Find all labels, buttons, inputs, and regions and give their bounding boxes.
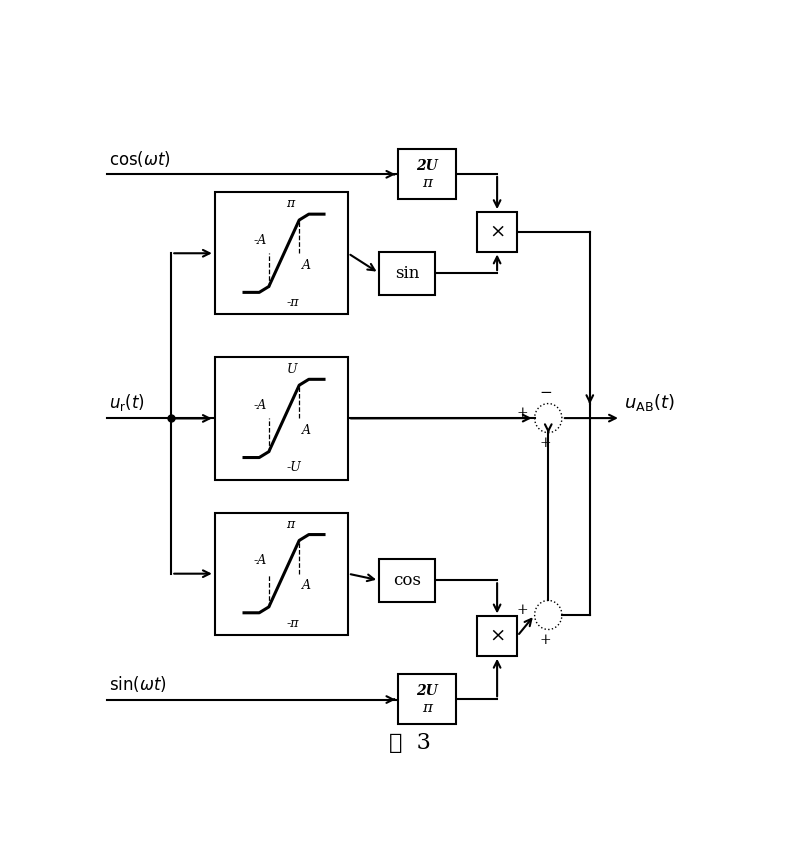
Bar bbox=[214, 512, 348, 635]
Bar bbox=[379, 559, 435, 601]
Text: π: π bbox=[422, 176, 432, 190]
Bar bbox=[398, 674, 457, 724]
Text: -A: -A bbox=[253, 399, 266, 412]
Text: -A: -A bbox=[253, 233, 266, 246]
Text: ×: × bbox=[489, 627, 506, 645]
Text: -π: -π bbox=[286, 617, 299, 630]
Text: A: A bbox=[302, 258, 310, 271]
Text: U: U bbox=[286, 363, 297, 376]
Text: π: π bbox=[286, 518, 294, 531]
Text: π: π bbox=[286, 197, 294, 210]
Text: $u_{\mathrm{r}}(t)$: $u_{\mathrm{r}}(t)$ bbox=[109, 392, 145, 413]
Text: 图  3: 图 3 bbox=[389, 732, 431, 753]
Text: −: − bbox=[539, 386, 552, 400]
Text: sin: sin bbox=[394, 264, 419, 281]
Bar bbox=[398, 149, 457, 199]
Text: cos: cos bbox=[393, 571, 421, 589]
Bar bbox=[214, 192, 348, 314]
Text: -A: -A bbox=[253, 554, 266, 567]
Text: A: A bbox=[302, 424, 310, 437]
Text: -U: -U bbox=[286, 462, 302, 474]
Text: -π: -π bbox=[286, 296, 299, 309]
Text: +: + bbox=[517, 602, 528, 617]
Text: π: π bbox=[422, 701, 432, 715]
Text: A: A bbox=[302, 579, 310, 592]
Text: $\sin(\omega t)$: $\sin(\omega t)$ bbox=[109, 674, 166, 694]
Bar bbox=[477, 212, 518, 251]
Text: +: + bbox=[540, 633, 551, 647]
Text: +: + bbox=[540, 436, 551, 450]
Text: 2U: 2U bbox=[416, 685, 438, 698]
Bar bbox=[214, 357, 348, 480]
Bar bbox=[379, 251, 435, 294]
Text: 2U: 2U bbox=[416, 159, 438, 173]
Text: $u_{\mathrm{AB}}(t)$: $u_{\mathrm{AB}}(t)$ bbox=[624, 392, 674, 413]
Bar bbox=[477, 616, 518, 656]
Text: +: + bbox=[517, 406, 528, 420]
Text: $\cos(\omega t)$: $\cos(\omega t)$ bbox=[109, 149, 170, 169]
Text: ×: × bbox=[489, 223, 506, 241]
